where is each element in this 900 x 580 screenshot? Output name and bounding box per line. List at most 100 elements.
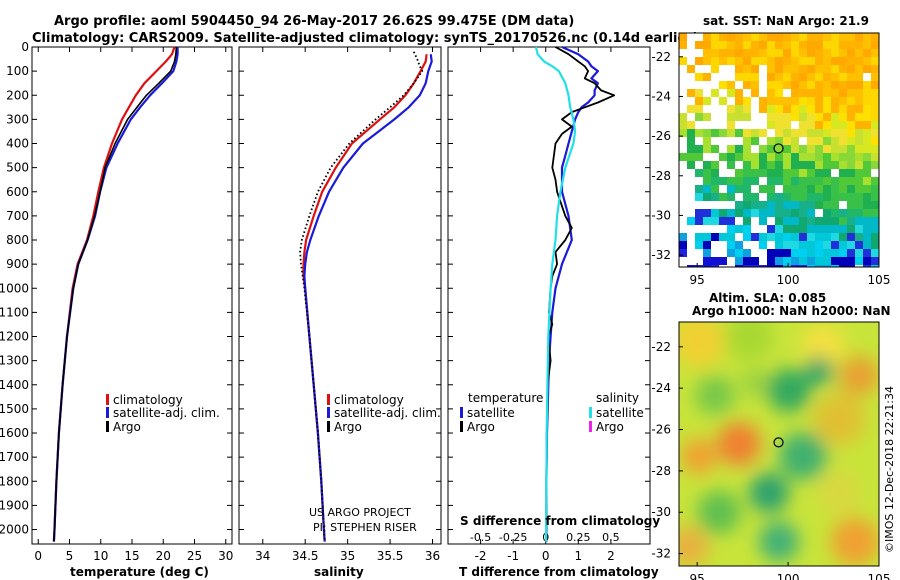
sst-cell <box>831 121 839 129</box>
sst-cell <box>863 209 871 217</box>
sst-cell <box>831 185 839 193</box>
map-y-tick-label: -24 <box>651 381 671 395</box>
sst-cell <box>791 201 799 209</box>
sst-cell <box>727 233 735 241</box>
sst-cell <box>767 73 775 81</box>
sst-cell <box>719 81 727 89</box>
depth-tick-label: 1900 <box>0 498 29 512</box>
sst-cell <box>807 89 815 97</box>
sst-cell <box>735 113 743 121</box>
sst-cell <box>855 145 863 153</box>
sst-cell <box>679 33 687 41</box>
sst-cell <box>863 105 871 113</box>
sla-anomaly-field <box>679 322 879 566</box>
sst-cell <box>847 121 855 129</box>
sla-anomaly-blob <box>717 422 761 466</box>
sst-cell <box>863 121 871 129</box>
sst-cell <box>815 225 823 233</box>
sst-cell <box>871 121 879 129</box>
sst-cell <box>831 177 839 185</box>
sst-cell <box>703 41 711 49</box>
sst-cell <box>799 241 807 249</box>
sst-cell <box>863 145 871 153</box>
credit-project: US ARGO PROJECT <box>309 506 411 519</box>
depth-tick-label: 1000 <box>0 281 29 295</box>
legend-swatch-temperature-satellite <box>460 407 463 418</box>
sst-cell <box>719 97 727 105</box>
sst-cell <box>799 217 807 225</box>
sst-cell <box>863 89 871 97</box>
depth-axis: 0 100 200 300 400 500 600 700 800 900 1000 1100 1200… <box>0 40 232 537</box>
sst-cell <box>831 81 839 89</box>
sst-cell <box>703 129 711 137</box>
sst-cell <box>807 257 815 265</box>
temperature-panel: 0 5 10 15 20 25 30 0 100 200 300 400 500 600 700 800 90… <box>0 40 233 579</box>
sst-cell <box>727 249 735 257</box>
sst-cell <box>767 169 775 177</box>
sst-cell <box>791 65 799 73</box>
sst-cell <box>799 161 807 169</box>
sst-cell <box>847 177 855 185</box>
sst-cell <box>823 209 831 217</box>
sst-cell <box>855 201 863 209</box>
sst-cell <box>831 153 839 161</box>
temperature-x-ticks: 0 5 10 15 20 25 30 <box>34 47 233 563</box>
sst-cell <box>855 193 863 201</box>
sst-cell <box>695 185 703 193</box>
x-tick-label: 5 <box>66 549 74 563</box>
x-tick-label: 15 <box>124 549 139 563</box>
sst-cell <box>719 41 727 49</box>
sst-cell <box>767 137 775 145</box>
sst-cell <box>751 193 759 201</box>
sst-cell <box>823 137 831 145</box>
sst-cell <box>727 49 735 57</box>
sst-cell <box>751 33 759 41</box>
sst-cell <box>807 97 815 105</box>
sst-cell <box>775 49 783 57</box>
legend-label-salinity-argo: Argo <box>596 420 624 434</box>
sst-cell <box>695 145 703 153</box>
salinity-series <box>299 51 433 542</box>
sst-cell <box>791 185 799 193</box>
sst-cell <box>711 129 719 137</box>
sst-cell <box>839 89 847 97</box>
sst-cell <box>871 265 879 267</box>
x-tick-label: -1 <box>507 549 519 563</box>
sst-cell <box>743 73 751 81</box>
map-y-tick-label: -26 <box>651 129 671 143</box>
sst-cell <box>847 193 855 201</box>
sst-cell <box>703 257 711 265</box>
depth-tick-label: 900 <box>6 257 29 271</box>
sst-cell <box>815 41 823 49</box>
map-y-tick-label: -30 <box>651 208 671 222</box>
sst-cell <box>839 257 847 265</box>
sst-cell <box>823 169 831 177</box>
sst-cell <box>799 121 807 129</box>
sst-cell <box>751 233 759 241</box>
sst-cell <box>815 185 823 193</box>
sst-cell <box>711 145 719 153</box>
sst-cell <box>791 153 799 161</box>
legend-label-temperature-satellite: satellite <box>467 406 515 420</box>
x-tick-label: 0 <box>542 549 550 563</box>
x-tick-label: 0 <box>34 549 42 563</box>
sst-cell <box>775 169 783 177</box>
sst-cell <box>815 217 823 225</box>
sst-cell <box>847 57 855 65</box>
sst-cell <box>735 225 743 233</box>
legend-title-temperature: temperature <box>468 391 543 405</box>
map-x-tick-label: 100 <box>777 273 800 287</box>
sst-cell <box>679 113 687 121</box>
sst-cell <box>759 201 767 209</box>
sst-cell <box>831 233 839 241</box>
sst-cell <box>823 41 831 49</box>
sst-cell <box>799 145 807 153</box>
sst-cell <box>775 33 783 41</box>
sst-cell <box>831 145 839 153</box>
sst-cell <box>871 89 879 97</box>
sst-cell <box>703 209 711 217</box>
sla-anomaly-blob <box>749 472 789 513</box>
sst-cell <box>783 121 791 129</box>
sst-cell <box>871 185 879 193</box>
sst-cell <box>711 57 719 65</box>
